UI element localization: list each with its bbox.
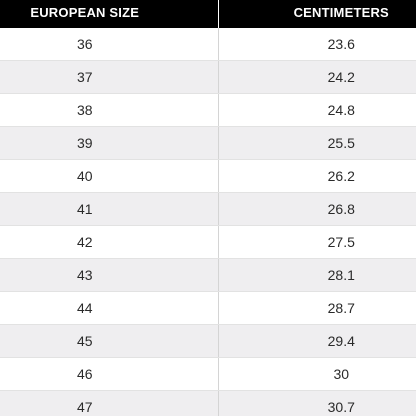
centimeters-cell: 28.7: [218, 291, 416, 325]
column-header-centimeters: CENTIMETERS: [218, 0, 416, 28]
european-size-cell: 46: [0, 357, 219, 391]
european-size-cell: 41: [0, 192, 219, 226]
european-size-cell: 45: [0, 324, 219, 358]
european-size-cell: 47: [0, 390, 219, 416]
table-row: 47 30.7: [0, 390, 416, 416]
table-row: 37 24.2: [0, 60, 416, 94]
centimeters-cell: 23.6: [218, 28, 416, 61]
centimeters-cell: 25.5: [218, 126, 416, 160]
table-row: 42 27.5: [0, 225, 416, 259]
table-row: 41 26.8: [0, 192, 416, 226]
european-size-cell: 44: [0, 291, 219, 325]
centimeters-cell: 30.7: [218, 390, 416, 416]
table-row: 43 28.1: [0, 258, 416, 292]
table-row: 39 25.5: [0, 126, 416, 160]
centimeters-cell: 24.2: [218, 60, 416, 94]
european-size-cell: 42: [0, 225, 219, 259]
table-row: 36 23.6: [0, 28, 416, 61]
european-size-cell: 40: [0, 159, 219, 193]
table-row: 44 28.7: [0, 291, 416, 325]
centimeters-cell: 24.8: [218, 93, 416, 127]
table-row: 38 24.8: [0, 93, 416, 127]
table-row: 40 26.2: [0, 159, 416, 193]
european-size-cell: 39: [0, 126, 219, 160]
centimeters-cell: 27.5: [218, 225, 416, 259]
table-header-row: EUROPEAN SIZE CENTIMETERS: [0, 0, 416, 28]
table-row: 45 29.4: [0, 324, 416, 358]
european-size-cell: 37: [0, 60, 219, 94]
european-size-cell: 38: [0, 93, 219, 127]
table-row: 46 30: [0, 357, 416, 391]
centimeters-cell: 26.8: [218, 192, 416, 226]
table-body: 36 23.6 37 24.2 38 24.8 39 25.5 40 26.2 41 26.8 42 27…: [0, 28, 416, 416]
centimeters-cell: 29.4: [218, 324, 416, 358]
european-size-cell: 43: [0, 258, 219, 292]
centimeters-cell: 30: [218, 357, 416, 391]
column-header-european-size: EUROPEAN SIZE: [0, 0, 219, 28]
centimeters-cell: 28.1: [218, 258, 416, 292]
centimeters-cell: 26.2: [218, 159, 416, 193]
european-size-cell: 36: [0, 28, 219, 61]
